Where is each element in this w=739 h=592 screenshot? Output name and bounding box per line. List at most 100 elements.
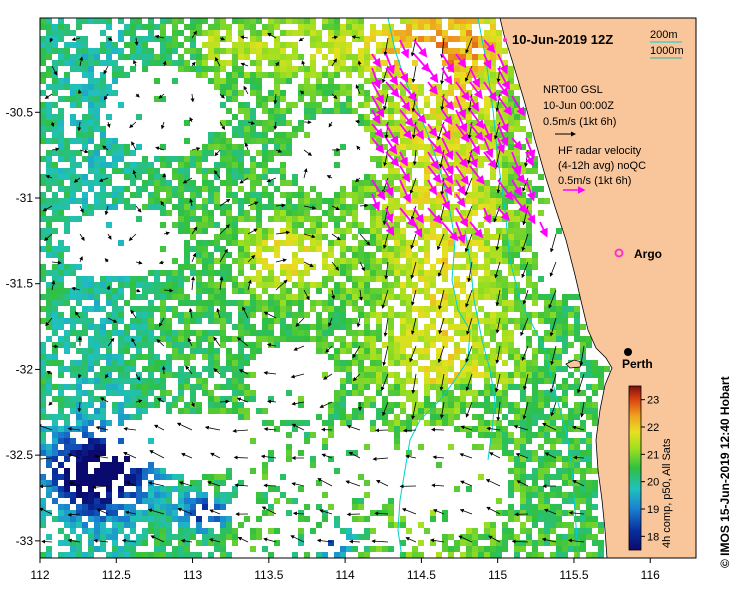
gsl-arrow (44, 233, 53, 241)
sst-pixel (346, 204, 352, 210)
sst-pixel (550, 492, 556, 498)
sst-pixel (214, 294, 220, 300)
sst-pixel (382, 420, 388, 426)
sst-pixel (208, 210, 214, 216)
sst-pixel (328, 432, 334, 438)
sst-pixel (52, 66, 58, 72)
sst-pixel (496, 438, 502, 444)
sst-pixel (478, 282, 484, 288)
sst-pixel (226, 120, 232, 126)
sst-pixel (166, 366, 172, 372)
sst-pixel (280, 264, 286, 270)
sst-pixel (502, 234, 508, 240)
sst-pixel (412, 396, 418, 402)
sst-pixel (76, 444, 82, 450)
sst-pixel (538, 366, 544, 372)
sst-pixel (136, 216, 142, 222)
sst-pixel (202, 348, 208, 354)
sst-pixel (88, 342, 94, 348)
sst-pixel (76, 264, 82, 270)
sst-pixel (262, 168, 268, 174)
sst-pixel (478, 402, 484, 408)
sst-pixel (268, 150, 274, 156)
sst-pixel (142, 204, 148, 210)
sst-pixel (106, 336, 112, 342)
sst-pixel (256, 18, 262, 24)
sst-pixel (352, 18, 358, 24)
sst-pixel (214, 36, 220, 42)
sst-pixel (136, 474, 142, 480)
sst-pixel (274, 336, 280, 342)
sst-pixel (64, 450, 70, 456)
sst-pixel (562, 510, 568, 516)
gsl-arrow (291, 401, 305, 406)
sst-pixel (364, 288, 370, 294)
sst-pixel (310, 66, 316, 72)
sst-pixel (442, 336, 448, 342)
sst-pixel (394, 240, 400, 246)
sst-pixel (142, 318, 148, 324)
sst-pixel (232, 198, 238, 204)
sst-pixel (256, 534, 262, 540)
sst-pixel (118, 30, 124, 36)
sst-pixel (478, 546, 484, 552)
sst-pixel (412, 144, 418, 150)
gsl-arrow (331, 289, 336, 300)
sst-pixel (76, 294, 82, 300)
sst-pixel (304, 228, 310, 234)
sst-pixel (448, 126, 454, 132)
hf-arrow (399, 67, 409, 83)
sst-pixel (190, 408, 196, 414)
sst-pixel (454, 264, 460, 270)
sst-pixel (256, 528, 262, 534)
sst-pixel (214, 78, 220, 84)
sst-pixel (316, 36, 322, 42)
sst-pixel (508, 126, 514, 132)
sst-pixel (544, 312, 550, 318)
sst-pixel (454, 372, 460, 378)
sst-pixel (226, 24, 232, 30)
sst-pixel (268, 138, 274, 144)
sst-pixel (82, 60, 88, 66)
sst-pixel (274, 540, 280, 546)
gsl-arrow (355, 119, 361, 124)
sst-pixel (280, 60, 286, 66)
sst-pixel (136, 348, 142, 354)
sst-pixel (424, 378, 430, 384)
sst-pixel (214, 492, 220, 498)
gsl-arrow (71, 286, 81, 291)
gsl-arrow (189, 198, 194, 207)
sst-pixel (532, 396, 538, 402)
gsl-arrow (102, 145, 109, 151)
sst-pixel (394, 354, 400, 360)
sst-pixel (52, 426, 58, 432)
sst-pixel (346, 18, 352, 24)
sst-pixel (70, 60, 76, 66)
sst-pixel (64, 420, 70, 426)
sst-pixel (154, 522, 160, 528)
sst-pixel (412, 252, 418, 258)
sst-pixel (430, 318, 436, 324)
sst-pixel (412, 552, 418, 558)
sst-pixel (70, 138, 76, 144)
sst-pixel (370, 228, 376, 234)
sst-pixel (448, 414, 454, 420)
sst-pixel (112, 312, 118, 318)
sst-pixel (262, 300, 268, 306)
sst-pixel (172, 204, 178, 210)
sst-pixel (124, 324, 130, 330)
sst-pixel (586, 438, 592, 444)
sst-pixel (178, 216, 184, 222)
hf-arrow (427, 151, 439, 170)
sst-pixel (172, 24, 178, 30)
sst-pixel (220, 366, 226, 372)
sst-pixel (58, 30, 64, 36)
sst-pixel (208, 138, 214, 144)
sst-pixel (478, 264, 484, 270)
sst-pixel (394, 420, 400, 426)
sst-pixel (136, 48, 142, 54)
sst-pixel (202, 306, 208, 312)
sst-pixel (232, 96, 238, 102)
sst-pixel (64, 222, 70, 228)
sst-pixel (376, 258, 382, 264)
